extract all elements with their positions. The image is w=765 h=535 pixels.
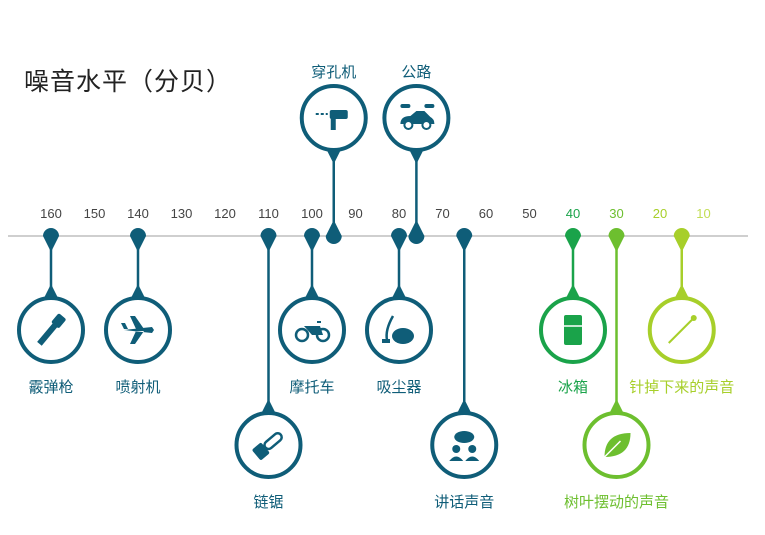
- axis-marker: [130, 228, 146, 252]
- noise-source-shotgun: 霰弹枪: [17, 228, 85, 396]
- source-label: 链锯: [253, 493, 283, 511]
- source-label: 穿孔机: [311, 63, 356, 81]
- axis-marker: [408, 220, 425, 244]
- tick-label: 10: [696, 206, 710, 221]
- tick-label: 150: [84, 206, 106, 221]
- page-title: 噪音水平（分贝）: [24, 67, 233, 96]
- source-label: 霰弹枪: [28, 378, 73, 396]
- source-label: 公路: [401, 63, 431, 81]
- source-label: 树叶摆动的声音: [564, 493, 669, 511]
- icon-circle: [430, 411, 499, 479]
- pin-icon: [668, 315, 697, 344]
- noise-source-drill: 穿孔机: [299, 63, 368, 244]
- noise-source-pin: 针掉下来的声音: [629, 228, 734, 396]
- vacuum-icon: [382, 315, 414, 344]
- noise-source-motorcycle: 摩托车: [278, 228, 346, 396]
- circle-tip: [326, 150, 341, 164]
- tick-label: 130: [171, 206, 193, 221]
- shotgun-icon: [37, 313, 66, 346]
- tick-label: 140: [127, 206, 149, 221]
- tick-label: 90: [348, 206, 362, 221]
- source-label: 冰箱: [558, 378, 588, 396]
- tick-label: 100: [301, 206, 323, 221]
- source-label: 摩托车: [289, 378, 334, 396]
- icon-circle: [234, 411, 303, 479]
- axis-marker: [565, 228, 581, 252]
- noise-source-jet: 喷射机: [104, 228, 172, 396]
- axis-marker: [260, 228, 277, 252]
- circle-tip: [457, 399, 472, 413]
- source-label: 喷射机: [115, 378, 160, 396]
- circle-tip: [131, 284, 145, 298]
- motorcycle-icon: [294, 321, 331, 343]
- axis-marker: [608, 228, 625, 252]
- circle-tip: [392, 284, 406, 298]
- tick-label: 60: [479, 206, 493, 221]
- tick-label: 80: [392, 206, 406, 221]
- noise-source-cars: 公路: [382, 63, 451, 244]
- source-label: 吸尘器: [376, 378, 421, 396]
- fridge-icon: [564, 315, 582, 345]
- drill-icon: [315, 110, 348, 130]
- axis-marker: [325, 220, 342, 244]
- noise-source-fridge: 冰箱: [539, 228, 607, 396]
- circle-tip: [674, 284, 689, 298]
- axis-marker: [304, 228, 320, 252]
- leaf-icon: [601, 433, 631, 460]
- noise-source-chainsaw: 链锯: [234, 228, 303, 511]
- circle-tip: [44, 284, 58, 298]
- source-label: 针掉下来的声音: [629, 378, 734, 396]
- circle-tip: [305, 284, 319, 298]
- axis-marker: [43, 228, 59, 252]
- noise-source-leaf: 树叶摆动的声音: [564, 228, 669, 511]
- chainsaw-icon: [252, 432, 283, 460]
- tick-label: 30: [609, 206, 623, 221]
- circle-tip: [566, 284, 580, 298]
- tick-label: 70: [435, 206, 449, 221]
- tick-label: 40: [566, 206, 580, 221]
- axis-marker: [673, 228, 690, 252]
- circle-tip: [609, 399, 624, 413]
- noise-source-vacuum: 吸尘器: [365, 228, 433, 396]
- noise-source-speech: 讲话声音: [430, 228, 499, 511]
- circle-tip: [409, 150, 424, 164]
- tick-label: 120: [214, 206, 236, 221]
- speech-icon: [449, 431, 480, 461]
- jet-icon: [121, 316, 154, 344]
- axis-marker: [391, 228, 407, 252]
- tick-label: 160: [40, 206, 62, 221]
- cars-icon: [400, 104, 435, 130]
- source-label: 讲话声音: [434, 493, 494, 511]
- tick-label: 110: [258, 206, 279, 221]
- circle-tip: [261, 399, 276, 413]
- tick-label: 50: [522, 206, 536, 221]
- axis-marker: [456, 228, 473, 252]
- tick-label: 20: [653, 206, 667, 221]
